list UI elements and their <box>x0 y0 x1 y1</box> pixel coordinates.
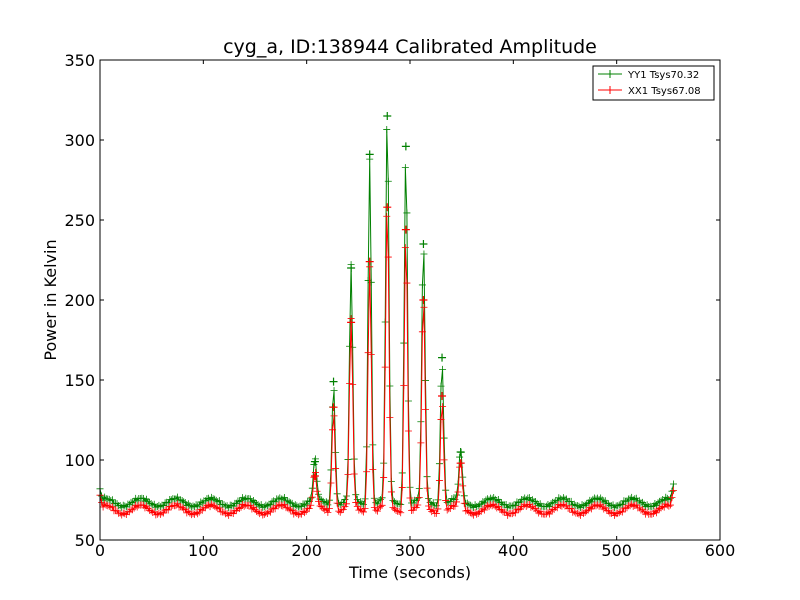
peak-point <box>310 457 319 466</box>
x-tick-label: 400 <box>498 541 529 560</box>
legend-box <box>592 65 715 101</box>
x-tick-label: 600 <box>705 541 736 560</box>
y-tick-label: 200 <box>64 291 95 310</box>
y-tick-label: 50 <box>75 531 95 550</box>
legend-marker-xx1 <box>606 86 614 94</box>
peak-point <box>310 472 319 480</box>
y-axis-label: Power in Kelvin <box>41 239 60 360</box>
y-tick-label: 100 <box>64 451 95 470</box>
plot-frame <box>99 59 721 541</box>
peak-point <box>401 142 410 151</box>
peak-point <box>438 353 447 362</box>
y-tick-label: 300 <box>64 131 95 150</box>
x-tick-label: 500 <box>601 541 632 560</box>
peak-point <box>329 377 338 386</box>
legend: YY1 Tsys70.32 XX1 Tsys67.08 <box>592 65 715 101</box>
peak-point <box>347 264 356 272</box>
series-1 <box>96 203 677 519</box>
x-tick-label: 300 <box>395 541 426 560</box>
peak-point <box>438 392 447 400</box>
peak-point <box>383 203 392 212</box>
legend-label-xx1: XX1 Tsys67.08 <box>628 86 701 97</box>
y-tick-label: 150 <box>64 371 95 390</box>
peak-point <box>347 318 356 327</box>
peak-point <box>456 448 465 456</box>
y-tick-label: 250 <box>64 211 95 230</box>
peak-point <box>329 403 338 412</box>
peak-point <box>383 112 392 120</box>
legend-label-yy1: YY1 Tsys70.32 <box>627 70 699 81</box>
series-layer <box>96 112 677 519</box>
x-axis-label: Time (seconds) <box>348 563 471 582</box>
legend-marker-yy1 <box>606 70 614 78</box>
x-tick-label: 200 <box>291 541 322 560</box>
x-tick-label: 0 <box>95 541 105 560</box>
peak-point <box>419 296 428 304</box>
peak-point <box>456 459 465 468</box>
x-tick-label: 100 <box>188 541 219 560</box>
y-tick-label: 350 <box>64 51 95 70</box>
peak-point <box>401 225 410 234</box>
peak-point <box>365 257 374 266</box>
peak-point <box>365 150 374 159</box>
chart-title: cyg_a, ID:138944 Calibrated Amplitude <box>223 36 597 58</box>
peak-point <box>419 240 428 248</box>
tick-layer: 0 100 200 300 400 500 600 50 100 150 200 250 300 350 <box>64 51 735 560</box>
